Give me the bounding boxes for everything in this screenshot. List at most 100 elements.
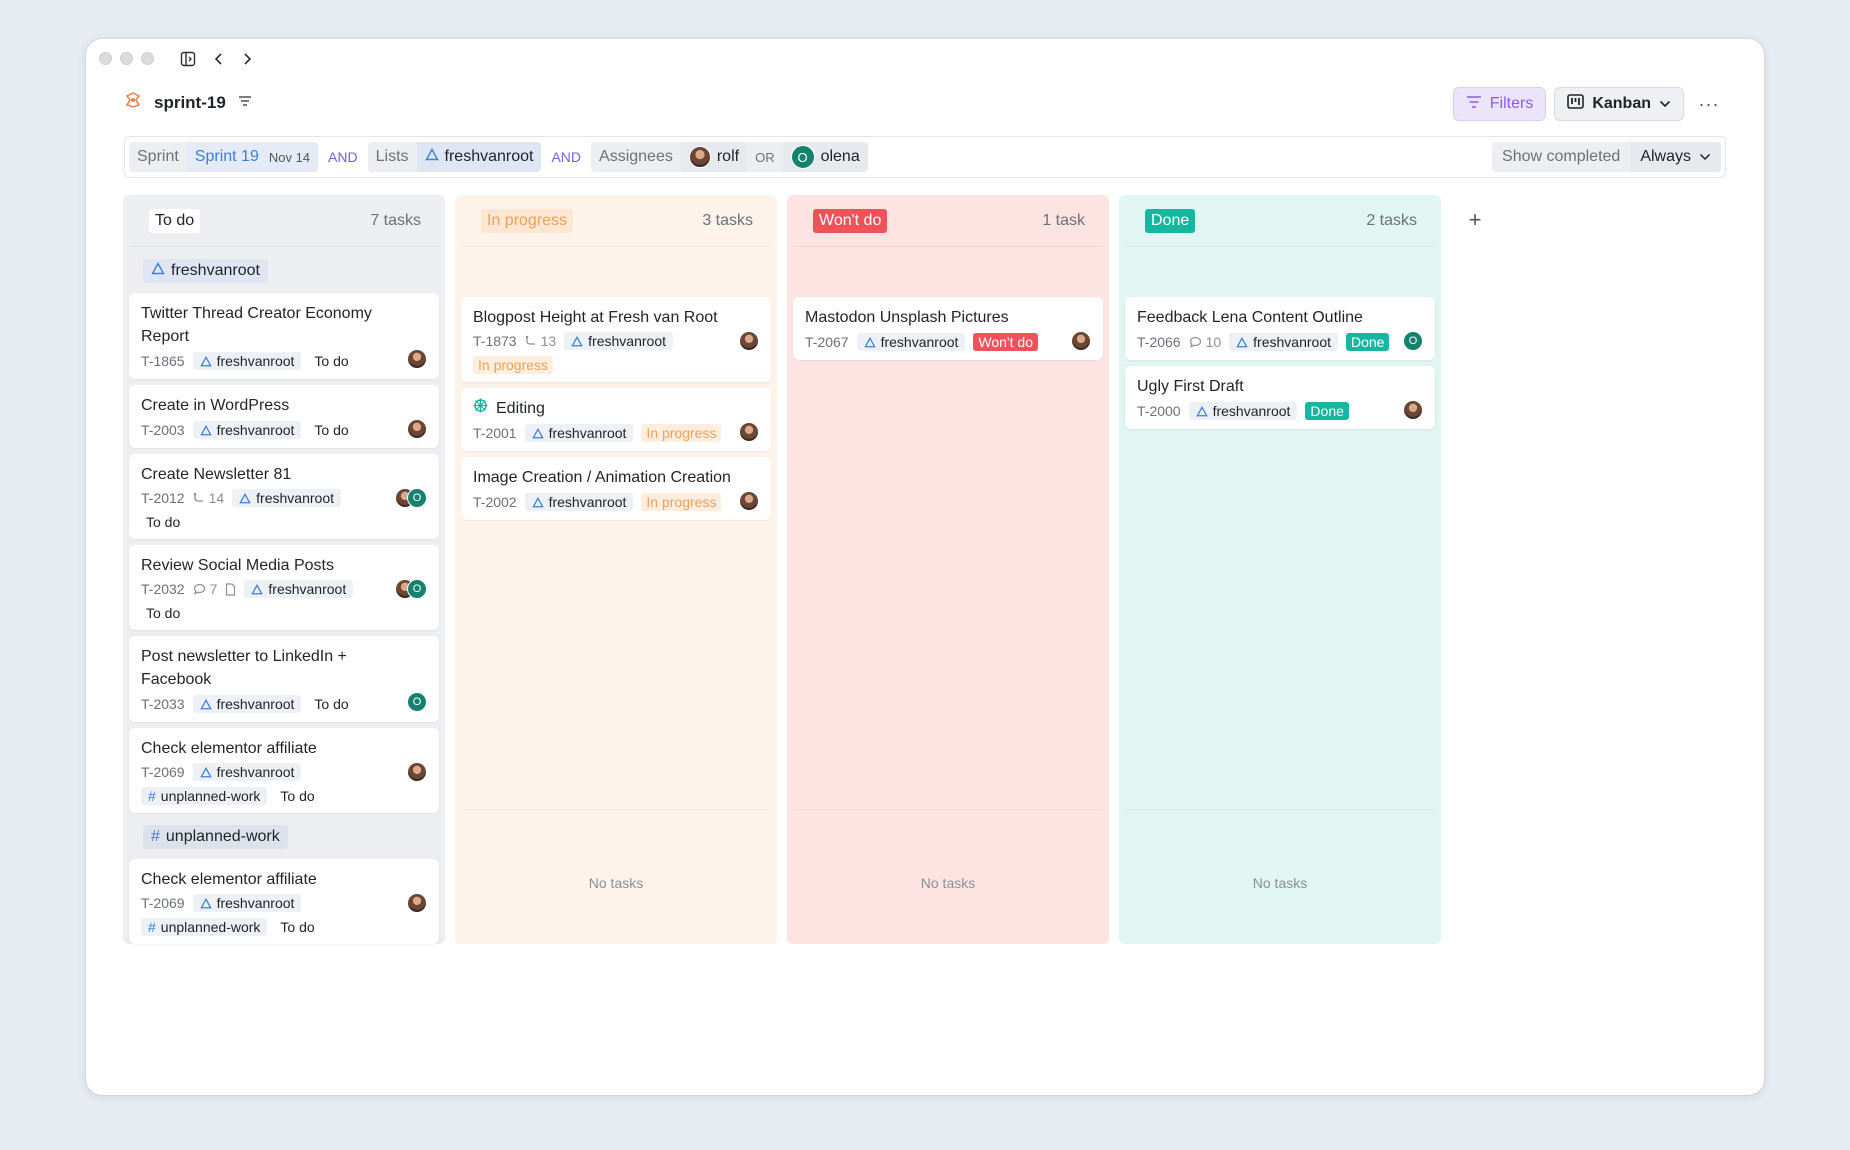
lists-filter-value[interactable]: freshvanroot [416, 142, 542, 172]
task-card[interactable]: Feedback Lena Content Outline T-2066 10 … [1125, 297, 1435, 360]
avatar[interactable] [1071, 331, 1091, 351]
task-card[interactable]: Blogpost Height at Fresh van Root T-1873… [461, 297, 771, 382]
and-operator[interactable]: AND [551, 149, 582, 165]
lists-filter[interactable]: Lists freshvanroot [367, 142, 542, 172]
sprint-filter[interactable]: Sprint Sprint 19 Nov 14 [129, 142, 319, 172]
sprint-name: Sprint 19 [194, 148, 259, 165]
task-title: Editing [496, 400, 545, 417]
minimize-window-button[interactable] [120, 52, 133, 65]
status-badge[interactable]: In progress [641, 424, 722, 442]
column-status-label[interactable]: To do [149, 208, 201, 233]
avatar[interactable] [1403, 400, 1423, 420]
task-card[interactable]: Image Creation / Animation Creation T-20… [461, 457, 771, 520]
filter-icon[interactable] [238, 94, 252, 112]
show-completed-filter[interactable]: Show completed Always [1492, 142, 1721, 172]
list-tag[interactable]: freshvanroot [856, 333, 966, 351]
status-badge[interactable]: In progress [641, 493, 722, 511]
window-sidebar-icon[interactable] [180, 51, 196, 67]
status-badge[interactable]: To do [275, 918, 320, 936]
list-tag[interactable]: freshvanroot [524, 493, 634, 511]
avatar[interactable] [407, 419, 427, 439]
status-badge[interactable]: To do [309, 421, 354, 439]
task-card[interactable]: Review Social Media Posts T-2032 7 fresh… [129, 545, 439, 630]
tag-label: freshvanroot [268, 581, 347, 597]
add-column-button[interactable]: + [1460, 205, 1490, 235]
avatar[interactable]: O [407, 692, 427, 712]
hash-tag[interactable]: # unplanned-work [141, 787, 268, 805]
list-tag[interactable]: freshvanroot [1229, 333, 1338, 351]
more-options-button[interactable]: ··· [1698, 93, 1720, 114]
list-tag[interactable]: freshvanroot [192, 352, 302, 370]
filters-button[interactable]: Filters [1452, 87, 1547, 121]
status-badge[interactable]: To do [309, 695, 354, 713]
chevron-left-icon[interactable] [214, 52, 224, 66]
status-badge[interactable]: Won't do [973, 333, 1038, 351]
list-tag[interactable]: freshvanroot [244, 580, 354, 598]
assignee-rolf[interactable]: rolf [680, 142, 748, 172]
task-card[interactable]: Post newsletter to LinkedIn + Facebook T… [129, 636, 439, 722]
task-meta: T-2069 freshvanroot # unplanned-work To d… [141, 763, 427, 805]
column-status-label[interactable]: In progress [481, 208, 574, 233]
task-card[interactable]: Twitter Thread Creator Economy Report T-… [129, 293, 439, 379]
list-tag[interactable]: freshvanroot [192, 894, 302, 912]
task-card[interactable]: Mastodon Unsplash Pictures T-2067 freshv… [793, 297, 1103, 360]
task-card[interactable]: Create in WordPress T-2003 freshvanroot … [129, 385, 439, 448]
plus-icon: + [1468, 207, 1482, 232]
avatar[interactable]: O [407, 579, 427, 599]
avatar[interactable] [407, 893, 427, 913]
status-badge[interactable]: To do [141, 513, 186, 531]
group-unplanned-work[interactable]: # unplanned-work [143, 825, 288, 849]
chevron-right-icon[interactable] [242, 52, 252, 66]
hash-icon: # [151, 828, 160, 845]
hash-tag[interactable]: # unplanned-work [141, 918, 268, 936]
window-controls [99, 52, 154, 65]
list-tag[interactable]: freshvanroot [564, 332, 673, 350]
status-badge[interactable]: Done [1346, 333, 1390, 351]
task-card[interactable]: Check elementor affiliate T-2069 freshva… [129, 859, 439, 944]
task-title: Create Newsletter 81 [141, 466, 292, 483]
list-tag[interactable]: freshvanroot [232, 489, 341, 507]
and-operator[interactable]: AND [328, 149, 358, 165]
task-card[interactable]: Editing T-2001 freshvanroot In progress [461, 388, 771, 451]
assignee-olena[interactable]: O olena [782, 142, 868, 172]
list-tag[interactable]: freshvanroot [192, 763, 302, 781]
group-freshvanroot[interactable]: freshvanroot [143, 259, 268, 283]
close-window-button[interactable] [99, 52, 112, 65]
status-badge[interactable]: In progress [473, 356, 554, 374]
column-header: Done 2 tasks [1125, 195, 1435, 247]
list-tag[interactable]: freshvanroot [524, 424, 634, 442]
triangle-list-icon [199, 897, 212, 908]
avatar[interactable] [739, 331, 759, 351]
list-tag[interactable]: freshvanroot [192, 695, 302, 713]
status-badge[interactable]: Done [1305, 402, 1349, 420]
maximize-window-button[interactable] [141, 52, 154, 65]
avatar[interactable] [739, 422, 759, 442]
avatar[interactable] [407, 349, 427, 369]
assignee-avatars: O [395, 488, 427, 508]
column-status-label[interactable]: Done [1145, 208, 1196, 233]
avatar[interactable] [739, 491, 759, 511]
avatar[interactable]: O [407, 488, 427, 508]
card-list: Twitter Thread Creator Economy Report T-… [123, 293, 445, 813]
avatar[interactable] [407, 762, 427, 782]
tag-label: freshvanroot [256, 490, 334, 506]
sprint-filter-value[interactable]: Sprint 19 Nov 14 [186, 142, 319, 172]
avatar[interactable]: O [1403, 331, 1423, 351]
task-card[interactable]: Check elementor affiliate T-2069 freshva… [129, 728, 439, 813]
or-operator[interactable]: OR [747, 142, 783, 172]
list-tag[interactable]: freshvanroot [1188, 402, 1298, 420]
column-status-label[interactable]: Won't do [813, 208, 888, 233]
assignees-filter[interactable]: Assignees rolf OR O olena [591, 142, 868, 172]
task-id: T-2032 [141, 581, 185, 597]
status-badge[interactable]: To do [141, 604, 186, 622]
task-card[interactable]: Create Newsletter 81 T-2012 14 freshvanr… [129, 454, 439, 539]
show-completed-select[interactable]: Always [1630, 142, 1721, 172]
status-badge[interactable]: To do [275, 787, 320, 805]
card-list: Mastodon Unsplash Pictures T-2067 freshv… [787, 297, 1109, 360]
task-card[interactable]: Ugly First Draft T-2000 freshvanroot Don… [1125, 366, 1435, 429]
status-badge[interactable]: To do [309, 352, 354, 370]
app-window: sprint-19 Filters Kanban ··· Sprint Spri… [86, 39, 1764, 1095]
triangle-list-icon [531, 496, 544, 507]
list-tag[interactable]: freshvanroot [192, 421, 302, 439]
view-switcher[interactable]: Kanban [1554, 87, 1684, 121]
